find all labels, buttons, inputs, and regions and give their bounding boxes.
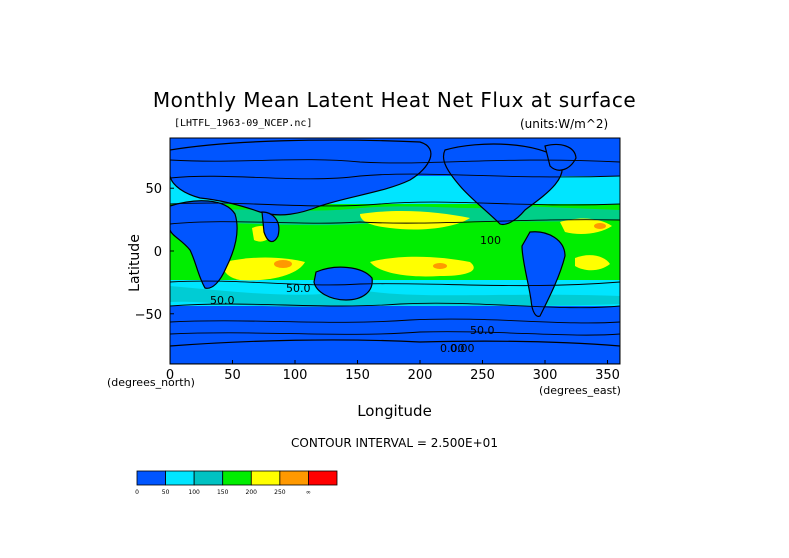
y-axis: 50 0 −50 [135, 182, 174, 323]
landmass-eurasia [170, 139, 432, 216]
colorbar-tick-label: ∞ [306, 489, 311, 496]
y-axis-units: (degrees_north) [107, 376, 195, 389]
contour-line [170, 159, 620, 164]
x-tick-label: 300 [533, 368, 558, 383]
contour-value-label: 50.0 [470, 324, 495, 337]
colorbar-tick-label: 0 [135, 489, 139, 496]
colorbar-tick-label: 200 [246, 489, 258, 496]
file-label: [LHTFL_1963-09_NCEP.nc] [174, 118, 313, 129]
peak-flux-atlantic [594, 223, 606, 229]
colorbar-swatch [279, 470, 309, 486]
colorbar-swatch [136, 470, 166, 486]
colorbar-swatch [193, 470, 224, 486]
colorbar-swatch [222, 470, 252, 486]
contour-value-label: 100 [480, 234, 501, 247]
colorbar-tick-label: 150 [217, 489, 229, 496]
colorbar-tick-label: 250 [274, 489, 286, 496]
y-tick-label: −50 [135, 308, 162, 323]
high-flux-atlantic [560, 218, 612, 234]
contour-value-label: 50.0 [286, 282, 311, 295]
colorbar-swatch [165, 470, 195, 486]
x-tick-label: 200 [408, 368, 433, 383]
contour-line [170, 331, 620, 336]
contour-labels: 0.00 50.0 100 50.0 50.0 0.00 [210, 234, 501, 355]
landmass-south-america [521, 231, 566, 317]
x-tick-label: 50 [224, 368, 241, 383]
peak-flux-indian [274, 260, 292, 268]
high-flux-pacific-south [370, 256, 474, 277]
x-tick-label: 150 [345, 368, 370, 383]
x-tick-label: 100 [283, 368, 308, 383]
peak-flux-south-pacific [433, 263, 447, 269]
x-tick-label: 350 [595, 368, 620, 383]
x-axis-label: Longitude [357, 402, 432, 420]
y-tick-label: 50 [145, 182, 162, 197]
contour-line [170, 219, 620, 225]
x-tick-label: 0 [166, 368, 174, 383]
landmass-india [261, 211, 280, 243]
high-flux-pacific-north [360, 211, 470, 230]
high-flux-south-atlantic [575, 255, 610, 271]
flux-field [170, 138, 620, 364]
units-label: (units:W/m^2) [520, 117, 609, 131]
teal-patch [170, 286, 620, 307]
contour-value-label: 50.0 [210, 294, 235, 307]
x-axis: 0 50 100 150 200 250 300 350 [166, 360, 620, 383]
colorbar-swatch [308, 470, 338, 486]
landmass-greenland [544, 143, 577, 171]
contour-line [170, 201, 620, 207]
landmass-australia [313, 266, 373, 301]
x-tick-label: 250 [470, 368, 495, 383]
landmass-antarctica [170, 339, 620, 364]
contour-line [170, 173, 620, 180]
colorbar-swatch [250, 470, 281, 486]
y-tick-label: 0 [154, 245, 162, 260]
colorbar: 0 50 100 150 200 250 ∞ [135, 470, 338, 496]
contour-value-label: 0.00 [450, 342, 475, 355]
contour-interval: CONTOUR INTERVAL = 2.500E+01 [291, 436, 498, 450]
colorbar-tick-label: 100 [188, 489, 200, 496]
x-axis-units: (degrees_east) [539, 384, 621, 397]
chart-title: Monthly Mean Latent Heat Net Flux at sur… [152, 88, 637, 112]
contour-line [170, 302, 620, 309]
colorbar-tick-label: 50 [162, 489, 170, 496]
contour-value-label: 0.00 [440, 342, 465, 355]
y-axis-label: Latitude [126, 234, 143, 292]
contour-line [170, 318, 620, 324]
contour-line [170, 280, 620, 287]
